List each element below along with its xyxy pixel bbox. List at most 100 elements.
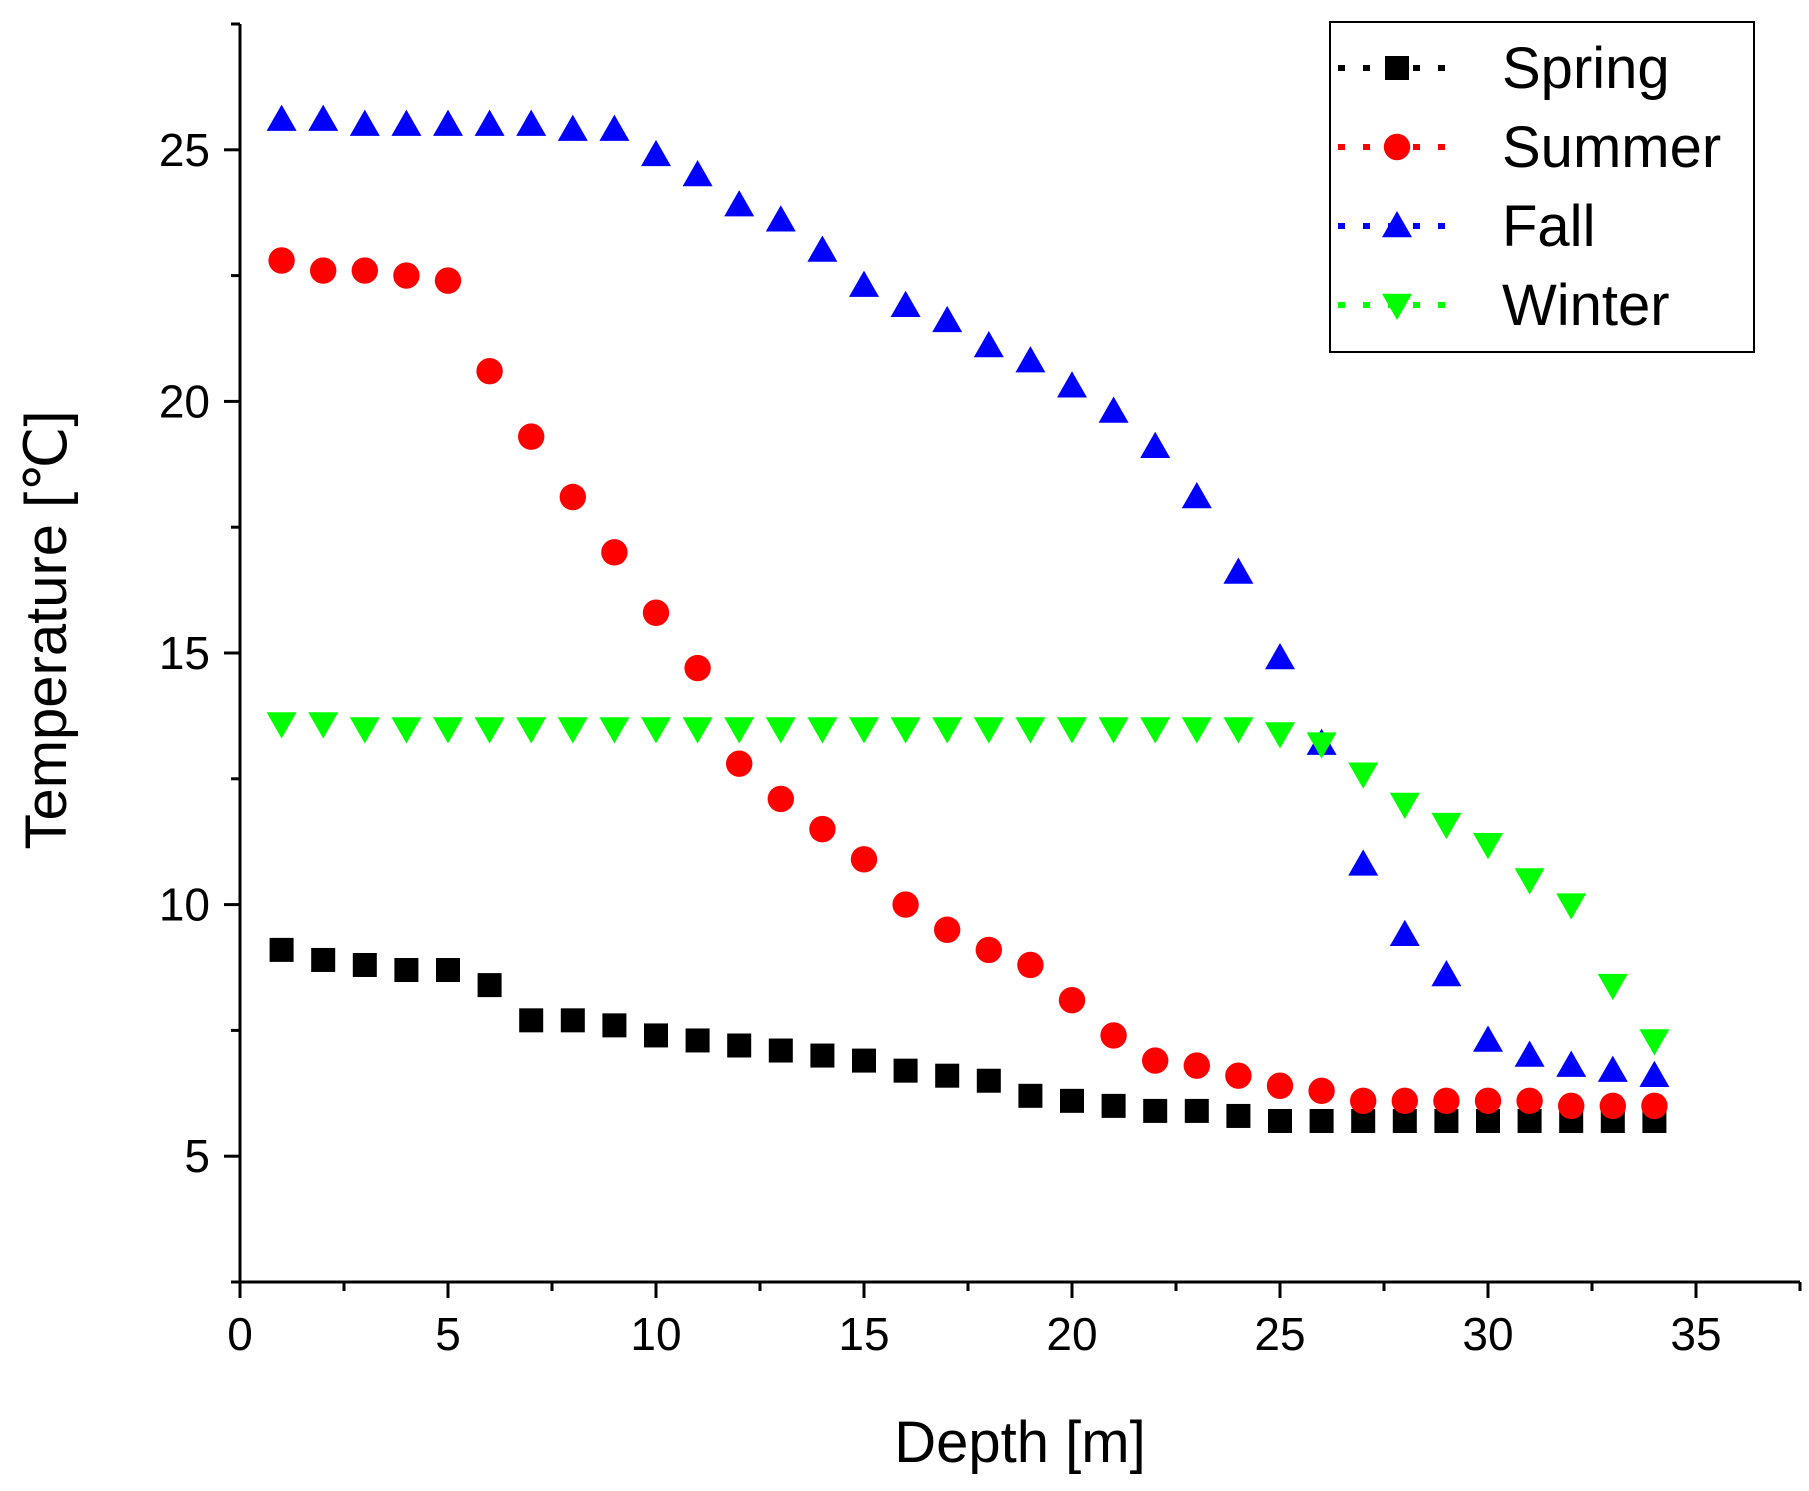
data-point-summer (1142, 1047, 1169, 1074)
y-tick-label: 15 (159, 627, 210, 679)
data-point-spring (976, 1068, 1001, 1093)
data-point-summer (268, 247, 295, 274)
data-point-summer (1100, 1022, 1127, 1049)
data-point-fall (890, 290, 921, 318)
data-point-fall (1514, 1040, 1545, 1067)
data-point-winter (890, 717, 921, 744)
data-point-spring (1268, 1108, 1292, 1133)
data-point-fall (1597, 1055, 1628, 1082)
data-point-spring (394, 958, 419, 983)
legend-marker-spring (1385, 56, 1409, 80)
data-point-winter (1639, 1029, 1670, 1056)
data-point-spring (352, 952, 377, 977)
data-point-winter (932, 717, 963, 744)
data-point-summer (684, 654, 711, 682)
data-point-summer (1474, 1087, 1502, 1115)
y-tick-label: 20 (159, 375, 210, 427)
data-point-spring (436, 958, 460, 983)
series-spring (269, 937, 1667, 1133)
data-point-summer (1266, 1072, 1294, 1099)
legend: Spring Summer Fall Winter (1329, 21, 1755, 353)
x-tick-label: 10 (630, 1308, 681, 1360)
data-point-fall (1639, 1060, 1670, 1087)
legend-label-winter: Winter (1502, 273, 1670, 338)
data-point-winter (724, 717, 755, 744)
data-point-winter (849, 717, 879, 744)
data-point-summer (809, 815, 836, 843)
data-point-summer (1558, 1092, 1585, 1120)
data-point-fall (599, 114, 630, 141)
data-point-fall (1223, 557, 1254, 584)
data-point-spring (1060, 1088, 1084, 1113)
data-point-spring (1309, 1108, 1334, 1133)
data-point-winter (1098, 717, 1129, 744)
legend-label-fall: Fall (1502, 194, 1595, 259)
data-point-spring (602, 1013, 627, 1038)
data-point-fall (1556, 1050, 1587, 1077)
data-point-spring (560, 1008, 585, 1033)
data-point-winter (1556, 893, 1587, 920)
data-point-spring (893, 1058, 918, 1083)
data-point-winter (1597, 973, 1628, 1001)
data-point-summer (975, 936, 1002, 964)
data-point-fall (474, 109, 505, 136)
data-point-fall (724, 190, 755, 217)
x-tick-label: 5 (435, 1308, 461, 1360)
data-point-summer (1058, 987, 1086, 1014)
data-point-fall (391, 109, 422, 136)
data-point-winter (973, 717, 1004, 744)
data-point-spring (1226, 1103, 1251, 1128)
data-point-summer (393, 262, 420, 289)
data-point-winter (474, 717, 505, 744)
data-point-winter (1389, 792, 1420, 819)
data-point-summer (1308, 1077, 1335, 1104)
legend-marker-winter (1382, 293, 1412, 320)
data-point-winter (1057, 717, 1087, 744)
series-summer (268, 247, 1668, 1120)
data-point-winter (682, 717, 713, 744)
data-point-summer (726, 750, 753, 777)
legend-label-spring: Spring (1502, 36, 1670, 101)
data-point-fall (1473, 1025, 1503, 1052)
data-point-fall (1348, 849, 1379, 876)
data-point-fall (932, 305, 963, 333)
series-fall (266, 104, 1670, 1087)
data-point-winter (1015, 717, 1046, 744)
data-point-spring (519, 1008, 544, 1033)
data-point-fall (1098, 396, 1129, 423)
data-point-winter (641, 717, 671, 744)
y-tick-label: 25 (159, 124, 210, 176)
data-point-fall (516, 109, 547, 136)
x-axis-title: Depth [m] (894, 1410, 1145, 1475)
data-point-summer (850, 846, 878, 873)
data-point-fall (308, 104, 339, 131)
data-point-summer (434, 267, 462, 294)
data-point-winter (765, 717, 796, 744)
data-point-summer (1516, 1087, 1543, 1115)
data-point-summer (1391, 1087, 1419, 1115)
data-point-spring (727, 1033, 752, 1058)
data-point-winter (349, 717, 380, 744)
data-point-summer (518, 423, 545, 450)
data-point-summer (476, 358, 503, 385)
data-point-spring (1143, 1098, 1168, 1123)
data-point-fall (849, 270, 879, 297)
y-axis-title: Temperature [℃] (14, 410, 79, 849)
data-point-winter (391, 717, 422, 744)
data-point-spring (477, 973, 502, 998)
plot-area (266, 104, 1670, 1133)
data-point-fall (433, 109, 463, 136)
data-point-winter (266, 712, 297, 739)
y-tick-label: 5 (184, 1130, 210, 1182)
data-point-summer (934, 916, 961, 943)
data-point-summer (642, 599, 670, 626)
x-tick-label: 25 (1254, 1308, 1305, 1360)
data-point-fall (641, 139, 671, 167)
data-point-winter (433, 717, 463, 744)
x-tick-label: 35 (1670, 1308, 1721, 1360)
data-point-spring (768, 1038, 793, 1063)
data-point-summer (1641, 1092, 1668, 1120)
y-axis: 5 10 15 20 25 (159, 22, 242, 1284)
data-point-fall (1140, 431, 1171, 458)
data-point-winter (599, 717, 630, 744)
